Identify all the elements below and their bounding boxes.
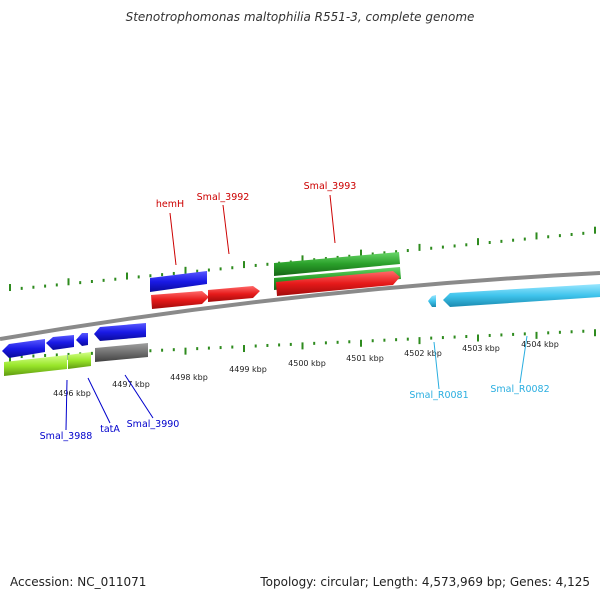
gene-smal-3990-small-arrow[interactable] — [76, 333, 88, 346]
gene-label[interactable]: tatA — [100, 424, 120, 435]
gene-leader-line — [433, 341, 440, 390]
reverse-strand-genes — [2, 284, 600, 376]
scale-label: 4503 kbp — [462, 344, 500, 353]
scale-label: 4501 kbp — [346, 354, 384, 363]
gene-leader-line — [519, 335, 528, 384]
scale-label: 4498 kbp — [170, 373, 208, 382]
gene-lime-rna-2[interactable] — [68, 352, 91, 369]
gene-label[interactable]: Smal_3990 — [127, 419, 180, 430]
gene-leader-line — [65, 379, 68, 431]
scale-label: 4502 kbp — [404, 349, 442, 358]
gene-smal-3992-arrow[interactable] — [208, 286, 260, 302]
gene-leader-line — [124, 374, 154, 419]
genome-title: Stenotrophomonas maltophilia R551-3, com… — [125, 10, 475, 24]
scale-label: 4499 kbp — [229, 365, 267, 374]
inner-scale-ticks — [9, 329, 596, 363]
genome-summary: Topology: circular; Length: 4,573,969 bp… — [260, 575, 590, 589]
scale-label: 4496 kbp — [53, 389, 91, 398]
gene-leader-line — [169, 212, 177, 266]
gene-smal-3991-arrow[interactable] — [151, 291, 209, 309]
gene-smal-3990-arrow[interactable] — [94, 323, 146, 341]
gene-label[interactable]: Smal_R0081 — [409, 390, 468, 401]
gene-smal-r0081-arrow[interactable] — [428, 295, 436, 307]
scale-label: 4500 kbp — [288, 359, 326, 368]
gene-label[interactable]: hemH — [156, 199, 184, 210]
gene-label[interactable]: Smal_3993 — [304, 181, 357, 192]
gene-smal-r0082-arrow[interactable] — [443, 284, 600, 307]
gene-label[interactable]: Smal_3988 — [40, 431, 93, 442]
gene-leader-line — [329, 194, 336, 244]
gene-hemH-arrow[interactable] — [150, 271, 207, 292]
gene-smal-3988-arrow[interactable] — [2, 339, 45, 358]
genome-backbone — [0, 271, 600, 341]
scale-label: 4504 kbp — [521, 340, 559, 349]
outer-scale-ticks — [9, 226, 596, 292]
gene-label[interactable]: Smal_3992 — [197, 192, 250, 203]
gene-leader-line — [222, 204, 230, 255]
gene-lime-rna-1[interactable] — [4, 355, 67, 376]
gene-leader-line — [87, 377, 111, 424]
forward-strand-genes — [150, 252, 401, 309]
gene-tatA-arrow[interactable] — [46, 335, 74, 350]
gene-smal-3994-arrow[interactable] — [276, 271, 400, 296]
gene-label[interactable]: Smal_R0082 — [490, 384, 549, 395]
accession-label: Accession: NC_011071 — [10, 575, 147, 589]
gene-labels: hemH Smal_3992 Smal_3993 Smal_3988 tatA Smal_… — [40, 181, 550, 442]
gene-smal-3993-arrow[interactable] — [274, 252, 400, 276]
gene-gray-pseudo[interactable] — [95, 343, 148, 362]
